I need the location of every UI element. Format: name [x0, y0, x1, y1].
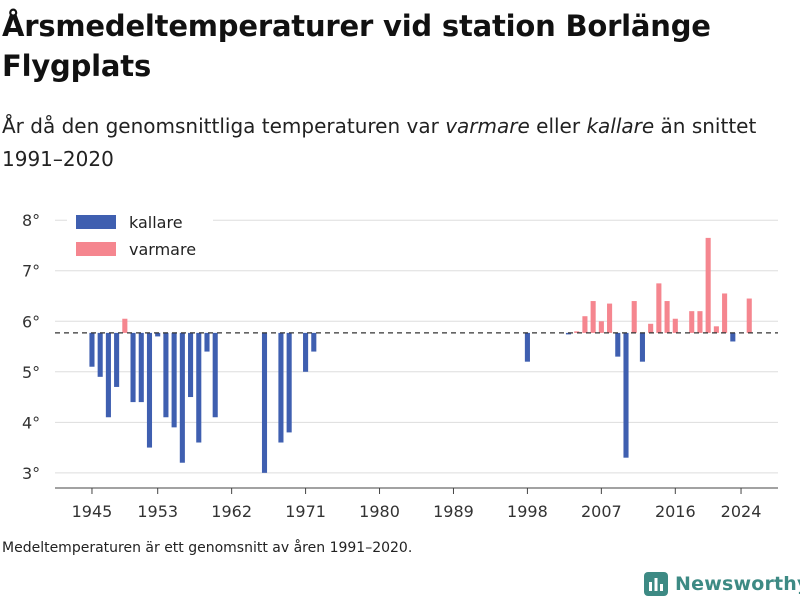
bar-varmare-2011 — [631, 301, 637, 333]
bar-kallare-2023 — [730, 332, 736, 342]
bar-kallare-2009 — [615, 332, 621, 357]
subtitle-warmer-word: varmare — [445, 114, 530, 138]
bar-varmare-2025 — [746, 298, 752, 333]
y-tick-label: 6° — [22, 312, 40, 331]
bar-kallare-1951 — [138, 332, 144, 403]
x-axis: 1945 1953 1962 1971 1980 1989 1998 2007 2016 2024 — [55, 487, 778, 521]
y-tick-label: 4° — [22, 413, 40, 432]
legend-swatch-kallare — [76, 215, 116, 229]
legend-label-varmare: varmare — [129, 240, 196, 259]
chart-title: Årsmedeltemperaturer vid station Borläng… — [2, 9, 711, 83]
bar-kallare-1948 — [114, 332, 120, 387]
x-tick-label: 2024 — [721, 502, 762, 521]
legend-label-kallare: kallare — [129, 213, 183, 232]
bar-kallare-1954 — [163, 332, 169, 418]
y-tick-label: 3° — [22, 464, 40, 483]
bar-kallare-1969 — [286, 332, 292, 433]
bar-kallare-1998 — [524, 332, 530, 362]
x-tick-label: 2007 — [581, 502, 622, 521]
x-tick-label: 1989 — [433, 502, 474, 521]
chart-subtitle: År då den genomsnittliga temperaturen va… — [2, 110, 782, 176]
bar-kallare-1952 — [146, 332, 153, 448]
x-tick-label: 1962 — [211, 502, 252, 521]
y-tick-label: 7° — [22, 262, 40, 281]
bar-kallare-1945 — [89, 332, 95, 367]
bar-kallare-1971 — [303, 332, 309, 372]
legend: kallare varmare — [67, 209, 213, 266]
newsworthy-logo-icon — [644, 572, 668, 596]
subtitle-prefix: År då den genomsnittliga temperaturen va… — [2, 114, 446, 138]
y-tick-label: 8° — [22, 211, 40, 230]
bar-kallare-1955 — [171, 332, 177, 428]
bar-varmare-1949 — [122, 318, 128, 333]
bar-kallare-1946 — [97, 332, 103, 377]
bar-kallare-1960 — [212, 332, 218, 418]
bars — [89, 237, 752, 473]
bar-kallare-1956 — [179, 332, 185, 463]
bar-kallare-2012 — [639, 332, 645, 362]
bar-kallare-1968 — [278, 332, 284, 443]
bar-kallare-2003 — [565, 332, 572, 335]
x-tick-label: 1953 — [137, 502, 178, 521]
bar-varmare-2008 — [607, 303, 613, 333]
bar-kallare-1950 — [130, 332, 136, 403]
bar-kallare-1957 — [188, 332, 194, 398]
footnote: Medeltemperaturen är ett genomsnitt av å… — [2, 540, 413, 556]
bar-kallare-1959 — [204, 332, 210, 352]
brand-logo[interactable]: Newsworthy — [643, 568, 800, 600]
x-tick-label: 1980 — [359, 502, 400, 521]
bar-varmare-2004 — [574, 331, 580, 333]
bar-varmare-2021 — [713, 326, 719, 333]
x-tick-label: 1998 — [507, 502, 548, 521]
y-tick-label: 5° — [22, 363, 40, 382]
x-tick-label: 2016 — [655, 502, 696, 521]
bar-varmare-2007 — [598, 321, 604, 333]
bar-varmare-2014 — [656, 283, 662, 333]
bar-kallare-1966 — [261, 332, 268, 473]
bar-varmare-2006 — [590, 301, 596, 333]
bar-varmare-2016 — [672, 318, 678, 333]
bar-kallare-1953 — [155, 332, 161, 337]
bar-varmare-2013 — [648, 323, 654, 333]
bar-kallare-1972 — [311, 332, 317, 352]
bar-varmare-2015 — [664, 301, 670, 333]
x-tick-label: 1971 — [285, 502, 326, 521]
legend-swatch-varmare — [76, 242, 116, 256]
bar-varmare-2022 — [722, 293, 728, 333]
bar-kallare-1947 — [105, 332, 111, 418]
subtitle-middle: eller — [529, 114, 587, 138]
x-tick-label: 1945 — [72, 502, 113, 521]
bar-varmare-2005 — [582, 316, 588, 333]
subtitle-suffix: än snittet 1991–2020 — [2, 114, 757, 171]
bar-kallare-1958 — [196, 332, 202, 443]
bar-varmare-2019 — [697, 311, 703, 333]
bar-varmare-2018 — [689, 311, 695, 333]
bar-varmare-2020 — [705, 237, 711, 333]
bar-kallare-2010 — [623, 332, 629, 458]
brand-name: Newsworthy — [675, 573, 800, 595]
subtitle-colder-word: kallare — [586, 114, 655, 138]
